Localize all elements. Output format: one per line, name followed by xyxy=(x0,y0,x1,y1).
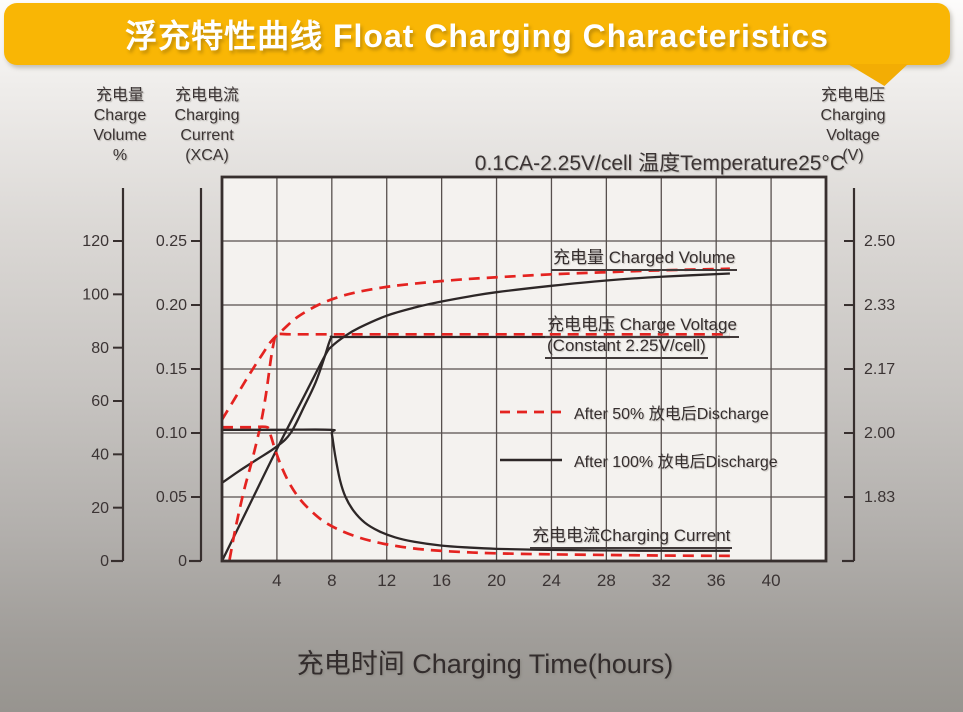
legend-line-dashed-icon xyxy=(500,410,562,414)
svg-text:0.10: 0.10 xyxy=(156,425,187,442)
svg-text:32: 32 xyxy=(652,571,671,590)
svg-text:120: 120 xyxy=(82,233,109,250)
svg-text:100: 100 xyxy=(82,287,109,304)
label-charging-current: 充电电流Charging Current xyxy=(530,521,733,549)
grid-lines xyxy=(222,177,826,561)
svg-text:0.25: 0.25 xyxy=(156,233,187,250)
axis-header-charging-voltage: 充电电压 Charging Voltage (V) xyxy=(820,87,886,164)
svg-text:2.00: 2.00 xyxy=(864,425,895,442)
svg-text:20: 20 xyxy=(91,500,109,517)
svg-text:20: 20 xyxy=(487,571,506,590)
axis-header-charge-volume: 充电量 Charge Volume % xyxy=(93,87,147,164)
svg-text:8: 8 xyxy=(327,571,336,590)
svg-text:40: 40 xyxy=(91,447,109,464)
x-tick-labels: 4 8 12 16 20 24 28 32 36 40 xyxy=(272,571,780,590)
y-axes: 120 100 80 60 40 20 0 0.25 0.20 0.15 0.10 0.05 0 2.50… xyxy=(82,188,895,570)
svg-text:2.50: 2.50 xyxy=(864,233,895,250)
page-title: 浮充特性曲线 Float Charging Characteristics xyxy=(125,18,829,54)
svg-text:2.33: 2.33 xyxy=(864,297,895,314)
svg-text:0.20: 0.20 xyxy=(156,297,187,314)
svg-text:12: 12 xyxy=(377,571,396,590)
svg-text:24: 24 xyxy=(542,571,561,590)
svg-text:36: 36 xyxy=(707,571,726,590)
svg-text:0.05: 0.05 xyxy=(156,489,187,506)
x-axis-title: 充电时间 Charging Time(hours) xyxy=(296,649,674,679)
legend-item-after-50: After 50% 放电后Discharge xyxy=(498,402,769,423)
legend-label-after-50: After 50% 放电后Discharge xyxy=(574,406,769,423)
plot-frame xyxy=(220,175,828,563)
svg-text:0: 0 xyxy=(178,553,187,570)
chart-condition-label: 0.1CA-2.25V/cell 温度Temperature25°C xyxy=(474,152,845,175)
svg-text:0.15: 0.15 xyxy=(156,361,187,378)
svg-text:60: 60 xyxy=(91,393,109,410)
svg-text:2.17: 2.17 xyxy=(864,361,895,378)
legend-item-after-100: After 100% 放电后Discharge xyxy=(498,450,778,471)
svg-text:28: 28 xyxy=(597,571,616,590)
svg-text:16: 16 xyxy=(432,571,451,590)
svg-text:1.83: 1.83 xyxy=(864,489,895,506)
legend-line-solid-icon xyxy=(500,458,562,462)
svg-text:0: 0 xyxy=(100,553,109,570)
label-charge-voltage-constant: (Constant 2.25V/cell) xyxy=(545,336,708,359)
legend-label-after-100: After 100% 放电后Discharge xyxy=(574,454,778,471)
title-banner: 浮充特性曲线 Float Charging Characteristics xyxy=(4,3,950,65)
svg-text:40: 40 xyxy=(762,571,781,590)
curves xyxy=(220,267,730,562)
axis-header-charging-current: 充电电流 Charging Current (XCA) xyxy=(174,87,240,164)
svg-text:4: 4 xyxy=(272,571,281,590)
svg-text:80: 80 xyxy=(91,340,109,357)
label-charge-voltage: 充电电压 Charge Voltage xyxy=(545,310,739,338)
label-charged-volume: 充电量 Charged Volume xyxy=(551,243,738,271)
